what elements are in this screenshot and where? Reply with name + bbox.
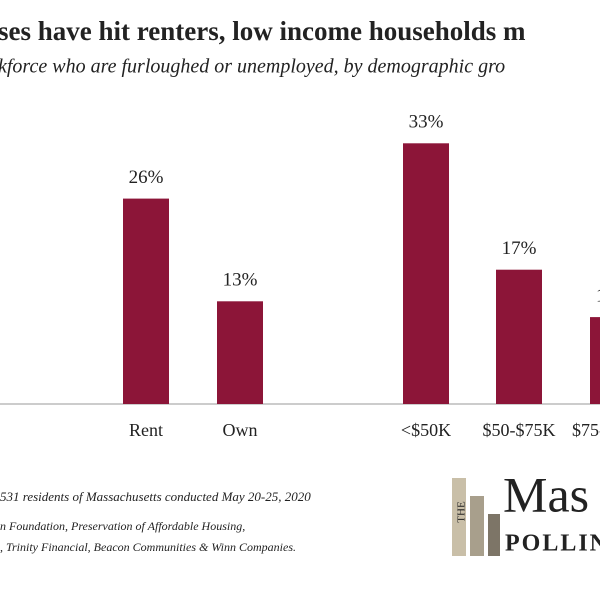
- bar: [496, 269, 542, 404]
- logo-the: THE: [456, 501, 468, 523]
- bar: [123, 198, 169, 404]
- value-label: 13%: [223, 270, 258, 291]
- logo-block: [452, 478, 466, 556]
- logo: THE Mas POLLIN: [452, 466, 600, 557]
- chart-title: ses have hit renters, low income househo…: [0, 16, 526, 46]
- x-tick-label: Own: [223, 420, 258, 440]
- x-tick-label: $50-$75K: [483, 420, 556, 440]
- note: , Trinity Financial, Beacon Communities …: [0, 540, 296, 554]
- logo-block: [470, 496, 484, 556]
- logo-tag: POLLIN: [505, 531, 600, 557]
- chart-subtitle: kforce who are furloughed or unemployed,…: [0, 56, 505, 78]
- note: 531 residents of Massachusetts conducted…: [0, 489, 311, 504]
- value-label: 17%: [502, 238, 537, 259]
- note: n Foundation, Preservation of Affordable…: [0, 519, 245, 533]
- value-label: 33%: [409, 112, 444, 133]
- bar: [590, 317, 600, 404]
- x-tick-label: Rent: [129, 420, 163, 440]
- value-label: 26%: [129, 167, 164, 188]
- x-tick-label: <$50K: [401, 420, 451, 440]
- logo-name: Mas: [503, 466, 589, 522]
- x-tick-label: $75-$100K: [572, 420, 600, 440]
- bar: [217, 301, 263, 404]
- value-label: 11%: [596, 285, 600, 306]
- bar: [403, 143, 449, 405]
- logo-block: [488, 514, 500, 556]
